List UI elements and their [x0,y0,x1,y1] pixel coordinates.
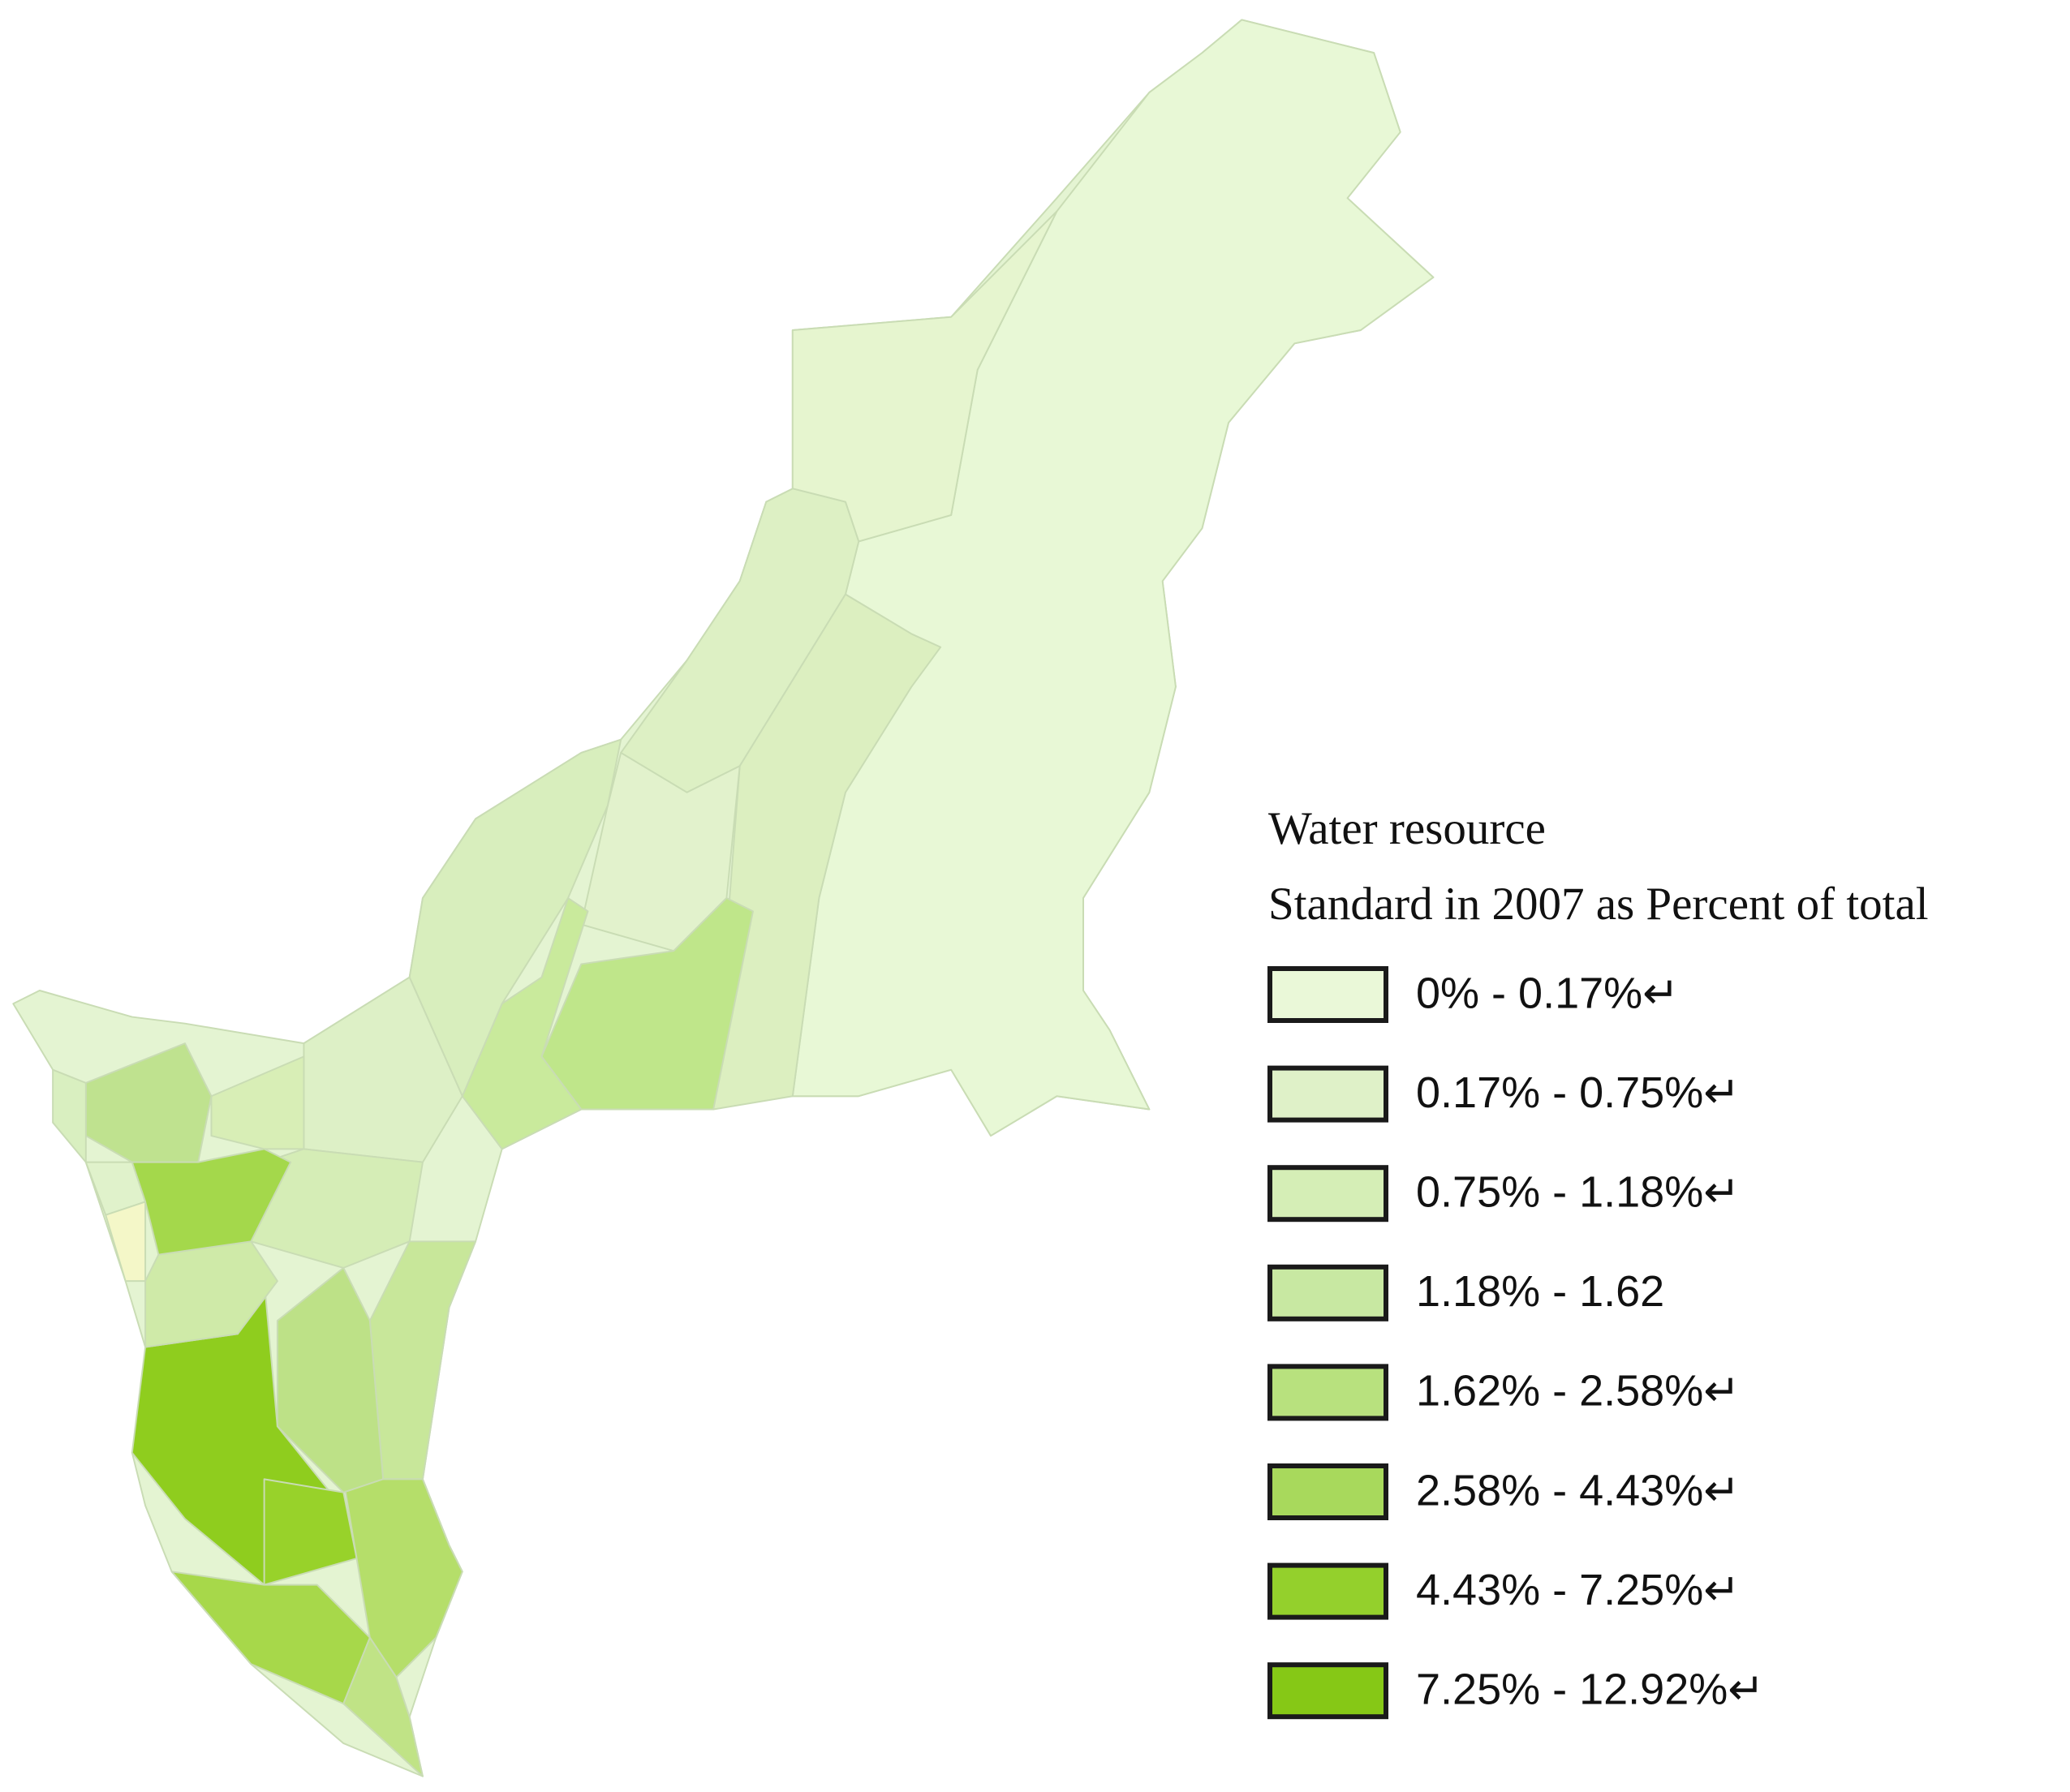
legend-swatch [1267,1264,1388,1321]
legend-swatch [1267,966,1388,1023]
region [342,1478,463,1678]
legend-label: 1.18% - 1.62 [1416,1267,1664,1316]
region [276,1266,385,1493]
legend-swatch [1267,1463,1388,1520]
legend-swatch [1267,1364,1388,1421]
region [342,1636,424,1777]
legend-label: 1.62% - 2.58%↵ [1416,1367,1740,1416]
legend-label: 7.25% - 12.92%↵ [1416,1665,1765,1713]
map [12,19,1435,1777]
region [461,897,589,1150]
region [408,738,622,1098]
legend-swatch [1267,1662,1388,1720]
region [540,897,754,1111]
legend-label: 0.17% - 0.75%↵ [1416,1068,1740,1117]
legend-label: 0% - 0.17%↵ [1416,969,1679,1017]
legend-title: Standard in 2007 as Percent of total [1268,879,1929,930]
legend-title: Water resource [1268,803,1546,854]
legend-label: 0.75% - 1.18%↵ [1416,1167,1740,1216]
legend: Water resource Standard in 2007 as Perce… [1267,803,1929,1720]
region [52,1068,87,1163]
legend-swatch [1267,1065,1388,1123]
legend-swatch [1267,1165,1388,1223]
legend-label: 2.58% - 4.43%↵ [1416,1466,1740,1515]
region [144,1240,278,1348]
region [210,1055,305,1150]
legend-swatch [1267,1562,1388,1620]
legend-label: 4.43% - 7.25%↵ [1416,1566,1740,1614]
